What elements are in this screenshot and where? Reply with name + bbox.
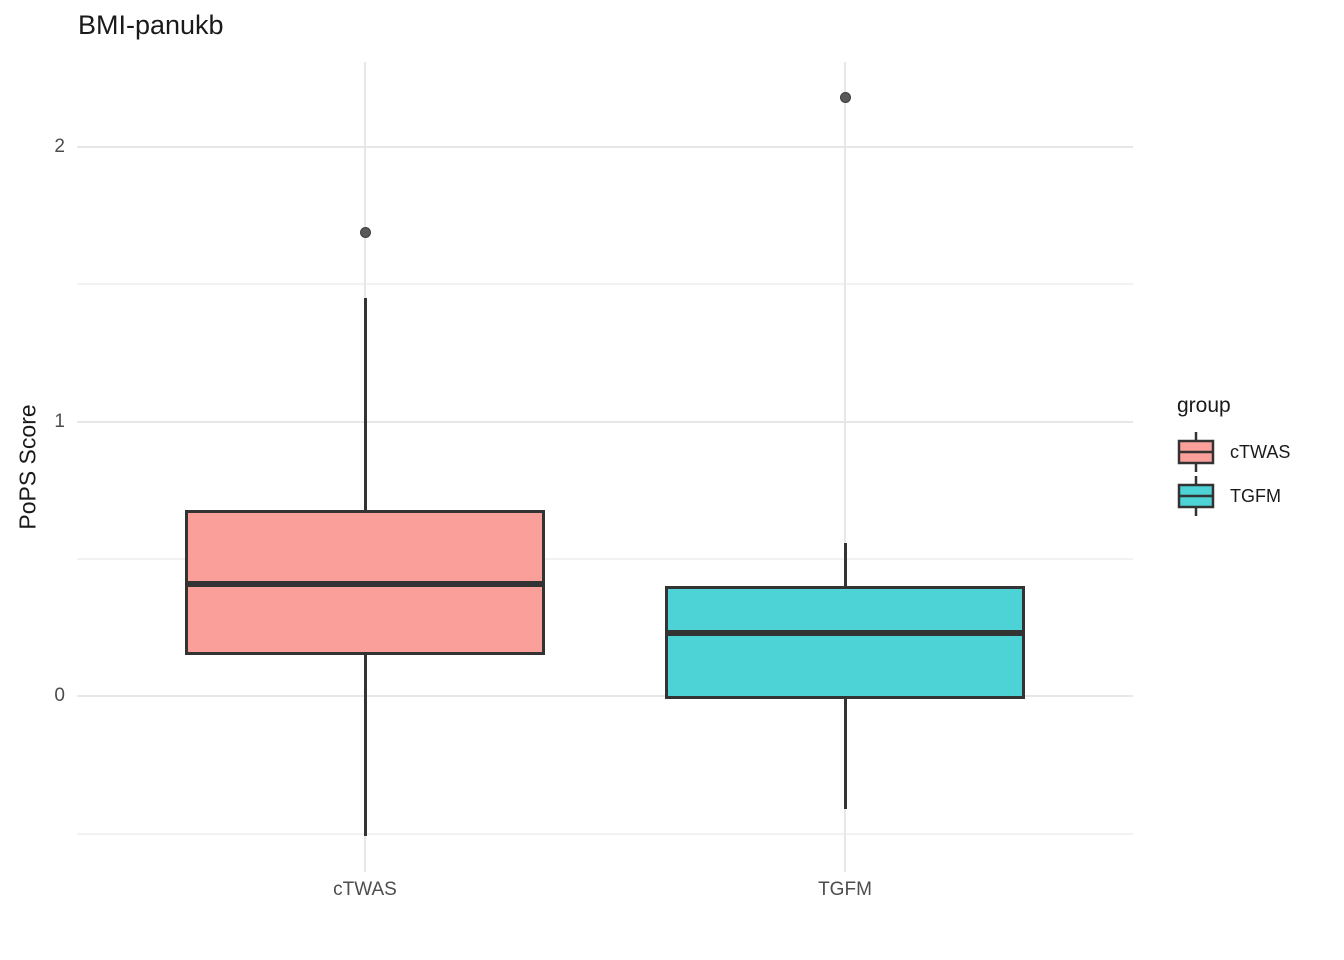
gridline-major-y [77, 146, 1133, 149]
y-tick-label: 0 [54, 685, 65, 707]
whisker-lower-ctwas [363, 655, 367, 837]
median-line-tgfm [665, 630, 1025, 637]
y-tick-label: 2 [54, 136, 65, 158]
gridline-major-y [77, 695, 1133, 698]
legend-label-ctwas: cTWAS [1230, 441, 1291, 462]
outlier-point-ctwas [359, 226, 371, 238]
gridline-minor-y [77, 557, 1133, 560]
legend-label-tgfm: TGFM [1230, 485, 1281, 506]
legend: group cTWAS TGFM [1177, 394, 1290, 518]
legend-item-tgfm: TGFM [1177, 474, 1290, 518]
y-tick-label: 1 [54, 410, 65, 432]
box-tgfm [665, 586, 1025, 699]
gridline-minor-y [77, 832, 1133, 835]
plot-title: BMI-panukb [78, 10, 224, 40]
legend-item-ctwas: cTWAS [1177, 430, 1290, 474]
gridline-minor-y [77, 283, 1133, 286]
outlier-point-tgfm [839, 92, 851, 104]
gridline-x [844, 62, 846, 872]
boxplot-key-icon [1177, 432, 1215, 472]
median-line-ctwas [185, 580, 545, 587]
x-tick-label: TGFM [818, 879, 872, 900]
y-axis-ticks: 0 1 2 [0, 0, 65, 960]
whisker-upper-ctwas [363, 298, 367, 510]
whisker-upper-tgfm [843, 542, 847, 587]
legend-title: group [1177, 394, 1231, 417]
x-tick-label: cTWAS [333, 879, 397, 900]
whisker-lower-tgfm [843, 699, 847, 809]
boxplot-key-icon [1177, 476, 1215, 516]
gridline-major-y [77, 420, 1133, 423]
plot-panel [77, 62, 1133, 872]
